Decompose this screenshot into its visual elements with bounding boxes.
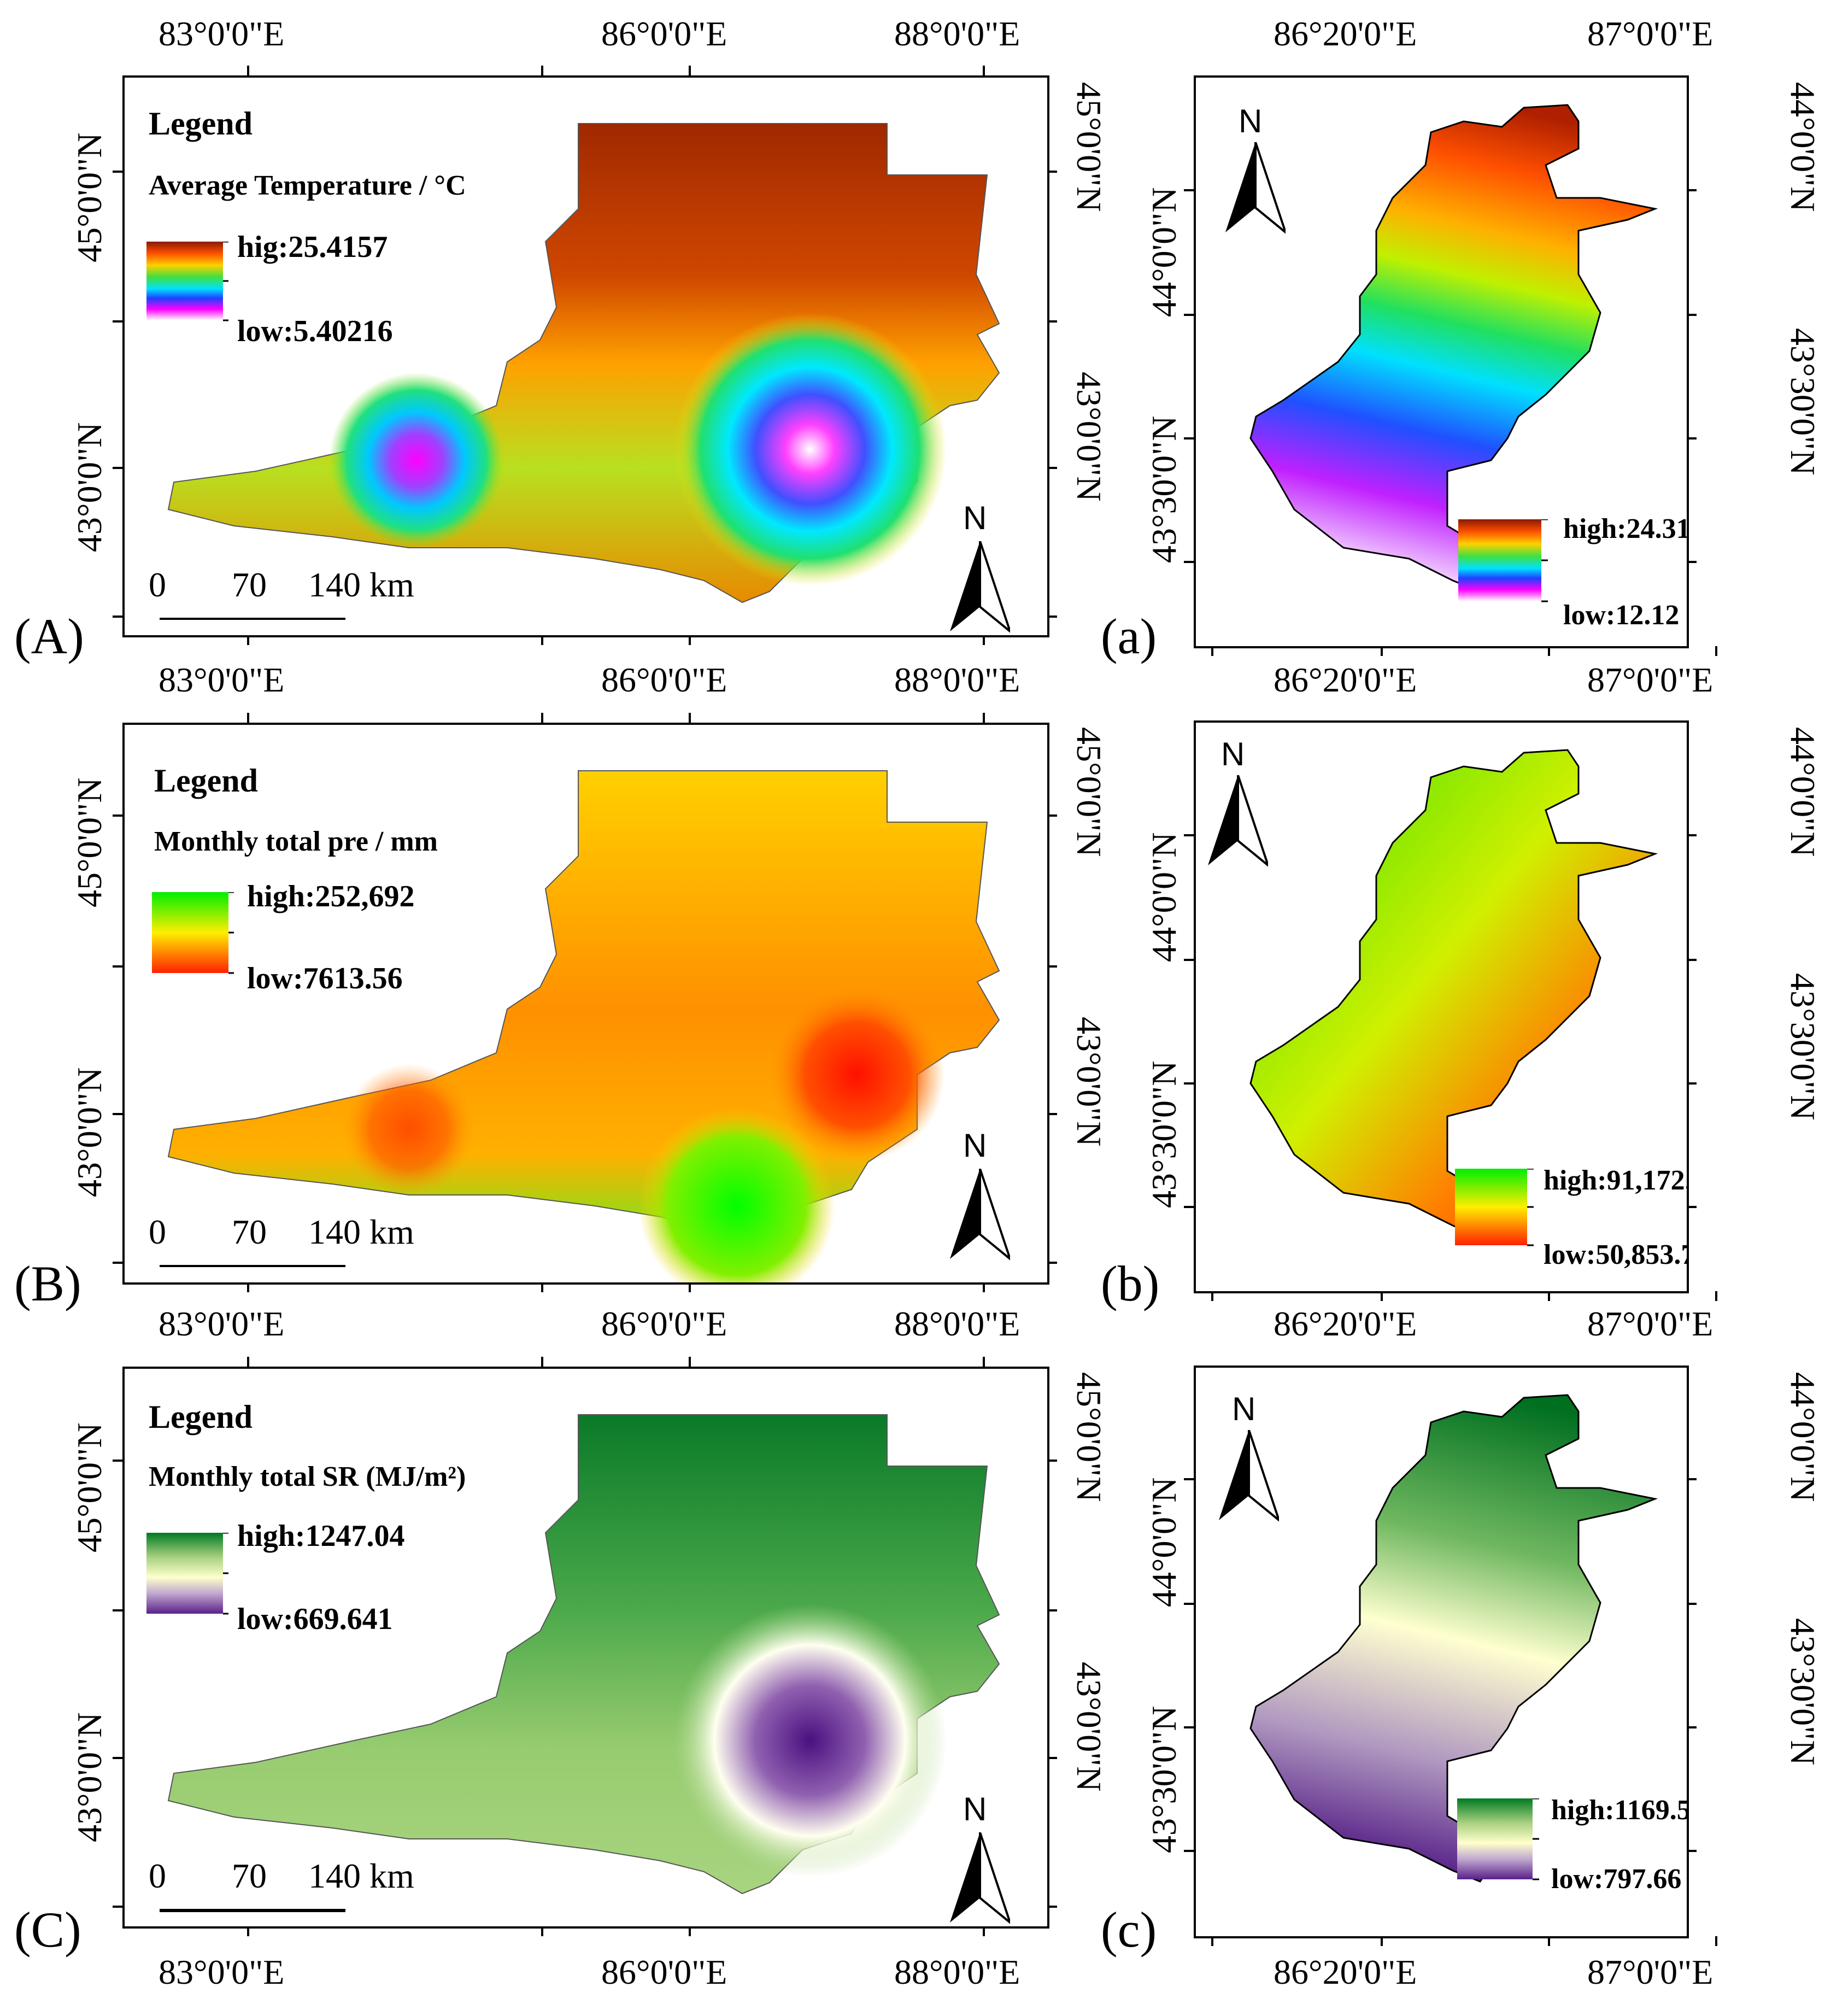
- lat-label: 43°30'0"N: [1145, 1060, 1183, 1208]
- map-panel-c: N high:1169.58 low:797.66: [1194, 1366, 1689, 1938]
- panel-label-c: (c): [1101, 1902, 1157, 1958]
- lat-label: 44°0'0"N: [1783, 1372, 1822, 1502]
- panel-label-C: (C): [14, 1902, 81, 1958]
- lon-label: 88°0'0"E: [894, 1953, 1020, 1991]
- lat-label: 44°0'0"N: [1783, 727, 1822, 857]
- lat-label: 45°0'0"N: [70, 1422, 109, 1552]
- wet-spot-west: [343, 1064, 474, 1195]
- lon-label: 88°0'0"E: [894, 14, 1020, 53]
- north-arrow-icon: [950, 1832, 1010, 1924]
- north-arrow-icon: [1208, 775, 1268, 867]
- lon-label: 86°20'0"E: [1274, 14, 1417, 53]
- low-sr-spot: [673, 1604, 947, 1877]
- north-arrow-icon: [1225, 142, 1286, 234]
- lat-label: 43°30'0"N: [1145, 415, 1183, 563]
- lat-label: 43°30'0"N: [1783, 328, 1822, 476]
- north-arrow-icon: [1219, 1430, 1279, 1522]
- lat-label: 44°0'0"N: [1145, 1477, 1183, 1607]
- lat-label: 44°0'0"N: [1783, 82, 1822, 212]
- north-arrow-icon: [950, 1169, 1010, 1261]
- lat-label: 45°0'0"N: [1070, 82, 1108, 212]
- lon-label: 83°0'0"E: [159, 14, 285, 53]
- lat-label: 43°0'0"N: [70, 1067, 109, 1197]
- lon-label: 86°0'0"E: [601, 1953, 727, 1991]
- lon-label: 83°0'0"E: [159, 1953, 285, 1991]
- legend-high: high:1169.58: [1551, 1795, 1687, 1826]
- lon-label: 87°0'0"E: [1587, 660, 1713, 699]
- wet-spot: [770, 987, 944, 1162]
- legend-high: high:252,692: [247, 880, 415, 913]
- solar-radiation-map: [167, 1414, 1000, 1895]
- lat-label: 43°30'0"N: [1783, 1618, 1822, 1766]
- cold-spot-east: [673, 313, 947, 586]
- lat-label: 43°0'0"N: [1070, 1017, 1108, 1147]
- legend-title: Legend: [149, 106, 253, 142]
- legend-subtitle: Monthly total SR (MJ/m²): [149, 1461, 466, 1492]
- lat-label: 43°30'0"N: [1145, 1706, 1183, 1853]
- lon-label: 88°0'0"E: [894, 1304, 1020, 1343]
- legend-ramp: [1458, 519, 1548, 602]
- lon-label: 83°0'0"E: [159, 660, 285, 699]
- lon-label: 87°0'0"E: [1587, 1953, 1713, 1991]
- map-panel-B: Legend Monthly total pre / mm high:252,6…: [122, 723, 1049, 1285]
- lon-label: 86°20'0"E: [1274, 660, 1417, 699]
- lon-label: 87°0'0"E: [1587, 14, 1713, 53]
- panel-label-a: (a): [1101, 608, 1157, 664]
- legend-low: low:7613.56: [247, 962, 403, 995]
- lat-label: 43°30'0"N: [1783, 973, 1822, 1121]
- lat-label: 45°0'0"N: [70, 132, 109, 262]
- legend-subtitle: Average Temperature / °C: [149, 170, 466, 201]
- lon-label: 88°0'0"E: [894, 660, 1020, 699]
- lat-label: 43°0'0"N: [1070, 372, 1108, 502]
- lon-label: 86°0'0"E: [601, 1304, 727, 1343]
- legend-high: hig:25.4157: [237, 230, 388, 264]
- north-arrow-icon: [950, 541, 1010, 633]
- lat-label: 44°0'0"N: [1145, 187, 1183, 317]
- cold-spot-west: [329, 373, 504, 548]
- lat-label: 45°0'0"N: [70, 777, 109, 907]
- legend-low: low:669.641: [237, 1602, 393, 1636]
- lat-label: 43°0'0"N: [70, 1712, 109, 1842]
- map-panel-a: N high:24.31 low:12.12: [1194, 75, 1689, 648]
- lon-label: 86°0'0"E: [601, 14, 727, 53]
- legend-low: low:5.40216: [237, 314, 393, 348]
- temperature-map: [167, 123, 1000, 603]
- lon-label: 86°0'0"E: [601, 660, 727, 699]
- lon-label: 86°20'0"E: [1274, 1304, 1417, 1343]
- legend-ramp: [146, 242, 228, 321]
- lat-label: 43°0'0"N: [70, 422, 109, 552]
- dry-spot: [638, 1107, 835, 1282]
- map-panel-C: Legend Monthly total SR (MJ/m²) high:124…: [122, 1367, 1049, 1929]
- precipitation-map: [167, 770, 1000, 1282]
- map-panel-b: N high:91,172.5 low:50,853.7: [1194, 720, 1689, 1293]
- legend-title: Legend: [149, 1399, 253, 1435]
- legend-ramp: [152, 892, 234, 974]
- legend-ramp: [146, 1533, 228, 1615]
- legend-ramp: [1455, 1169, 1534, 1246]
- map-panel-A: Legend Average Temperature / °C hig:25.4…: [122, 75, 1049, 637]
- lon-label: 86°20'0"E: [1274, 1953, 1417, 1991]
- legend-low: low:12.12: [1563, 600, 1680, 631]
- panel-label-b: (b): [1101, 1256, 1160, 1311]
- lat-label: 44°0'0"N: [1145, 832, 1183, 962]
- legend-subtitle: Monthly total pre / mm: [154, 826, 438, 857]
- legend-ramp: [1457, 1798, 1539, 1880]
- lon-label: 87°0'0"E: [1587, 1304, 1713, 1343]
- legend-high: high:91,172.5: [1544, 1165, 1687, 1196]
- lat-label: 45°0'0"N: [1070, 1372, 1108, 1502]
- lat-label: 45°0'0"N: [1070, 727, 1108, 857]
- legend-title: Legend: [154, 763, 259, 799]
- legend-high: high:24.31: [1563, 513, 1689, 544]
- legend-low: low:50,853.7: [1544, 1239, 1689, 1270]
- lat-label: 43°0'0"N: [1070, 1662, 1108, 1792]
- panel-label-A: (A): [14, 608, 84, 664]
- lon-label: 83°0'0"E: [159, 1304, 285, 1343]
- legend-high: high:1247.04: [237, 1519, 405, 1553]
- panel-label-B: (B): [14, 1256, 81, 1311]
- legend-low: low:797.66: [1551, 1863, 1682, 1895]
